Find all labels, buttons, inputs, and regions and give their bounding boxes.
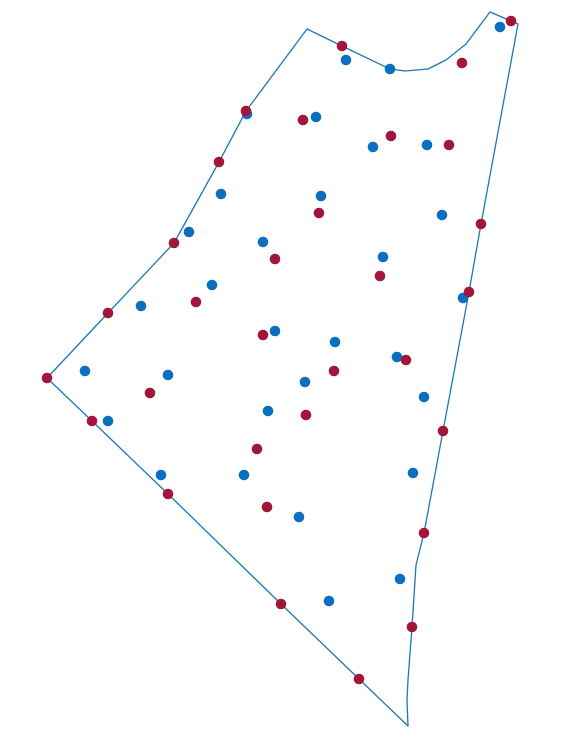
red-point-15 <box>190 296 202 308</box>
blue-point-10 <box>436 209 448 221</box>
red-point-17 <box>257 329 269 341</box>
red-point-6 <box>385 130 397 142</box>
red-point-20 <box>328 365 340 377</box>
blue-point-24 <box>102 415 114 427</box>
blue-point-26 <box>155 469 167 481</box>
red-point-30 <box>406 621 418 633</box>
points-layer <box>41 15 517 685</box>
red-point-26 <box>162 488 174 500</box>
blue-point-27 <box>238 469 250 481</box>
red-point-1 <box>505 15 517 27</box>
blue-point-12 <box>257 236 269 248</box>
blue-point-1 <box>494 21 506 33</box>
blue-point-6 <box>367 141 379 153</box>
red-point-4 <box>240 105 252 117</box>
blue-point-8 <box>215 188 227 200</box>
region-boundary-layer <box>46 11 519 727</box>
blue-point-9 <box>315 190 327 202</box>
red-point-27 <box>261 501 273 513</box>
blue-point-28 <box>407 467 419 479</box>
red-point-25 <box>251 443 263 455</box>
red-point-22 <box>86 415 98 427</box>
region-boundary-outline <box>46 11 519 727</box>
red-point-13 <box>374 270 386 282</box>
blue-point-17 <box>269 325 281 337</box>
red-point-11 <box>168 237 180 249</box>
blue-point-29 <box>293 511 305 523</box>
red-point-21 <box>144 387 156 399</box>
red-point-28 <box>418 527 430 539</box>
red-point-19 <box>41 372 53 384</box>
red-point-5 <box>297 114 309 126</box>
blue-point-22 <box>299 376 311 388</box>
red-point-8 <box>213 156 225 168</box>
red-point-12 <box>269 253 281 265</box>
blue-point-18 <box>329 336 341 348</box>
blue-point-25 <box>262 405 274 417</box>
red-point-14 <box>463 286 475 298</box>
red-point-7 <box>443 139 455 151</box>
blue-point-11 <box>183 226 195 238</box>
blue-point-2 <box>340 54 352 66</box>
blue-point-30 <box>394 573 406 585</box>
red-point-29 <box>275 598 287 610</box>
red-point-24 <box>437 425 449 437</box>
blue-point-21 <box>162 369 174 381</box>
blue-point-23 <box>418 391 430 403</box>
blue-point-31 <box>323 595 335 607</box>
blue-point-16 <box>135 300 147 312</box>
red-point-3 <box>456 57 468 69</box>
blue-point-5 <box>310 111 322 123</box>
red-point-23 <box>300 409 312 421</box>
blue-point-13 <box>377 251 389 263</box>
blue-point-14 <box>206 279 218 291</box>
red-point-16 <box>102 307 114 319</box>
red-point-2 <box>336 40 348 52</box>
blue-point-3 <box>384 63 396 75</box>
blue-point-20 <box>79 365 91 377</box>
blue-point-7 <box>421 139 433 151</box>
red-point-9 <box>313 207 325 219</box>
red-point-10 <box>475 218 487 230</box>
red-point-18 <box>400 354 412 366</box>
red-point-31 <box>353 673 365 685</box>
blue-point-19 <box>391 351 403 363</box>
